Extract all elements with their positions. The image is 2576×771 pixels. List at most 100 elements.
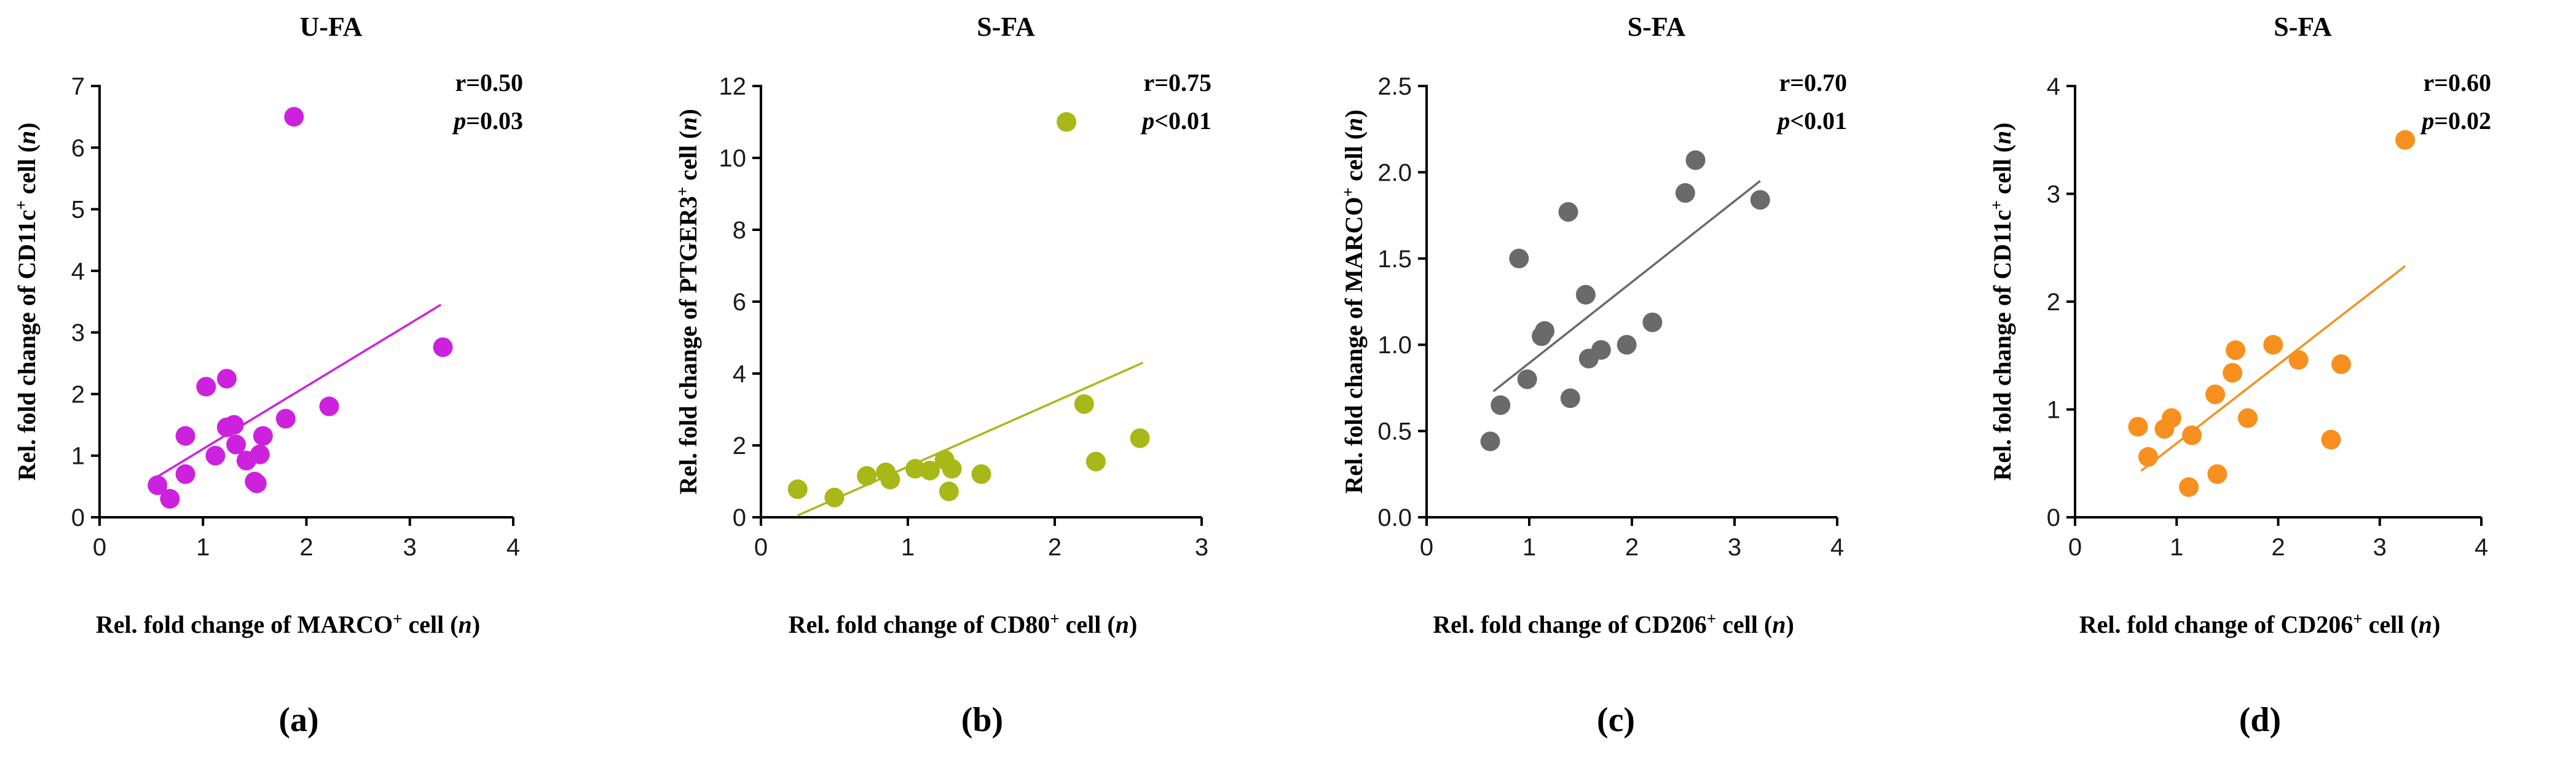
x-axis-label: Rel. fold change of CD80+ cell (n) <box>789 609 1138 638</box>
x-tick-label: 3 <box>1195 534 1208 561</box>
trend-line <box>156 303 442 479</box>
data-point <box>1560 388 1580 409</box>
data-point <box>2207 464 2227 484</box>
data-point <box>2263 335 2283 355</box>
data-point <box>1480 431 1500 452</box>
data-point <box>250 444 270 464</box>
data-point <box>905 459 925 479</box>
data-point <box>284 107 304 127</box>
data-point <box>2288 350 2309 370</box>
data-point <box>1535 321 1555 341</box>
x-axis-label: Rel. fold change of CD206+ cell (n) <box>2079 609 2441 638</box>
trend-line <box>2140 265 2406 472</box>
y-tick-label: 3 <box>2047 181 2060 208</box>
x-tick-label: 1 <box>901 534 915 561</box>
data-point <box>148 475 168 495</box>
data-point <box>433 337 453 358</box>
y-tick-label: 0 <box>733 504 746 531</box>
data-point <box>1074 394 1094 414</box>
x-tick-label: 2 <box>299 534 313 561</box>
data-point <box>196 377 216 397</box>
y-tick-label: 2 <box>733 432 746 460</box>
data-point <box>2128 417 2148 437</box>
data-point <box>1509 248 1529 268</box>
data-point <box>971 464 991 484</box>
data-point <box>1685 150 1706 170</box>
data-point <box>2205 384 2226 404</box>
x-tick-label: 0 <box>93 534 106 561</box>
y-tick-label: 0.0 <box>1377 504 1412 531</box>
y-tick-label: 7 <box>71 73 85 100</box>
stat-r: r=0.50 <box>455 69 523 96</box>
trend-line <box>797 361 1144 517</box>
x-tick-label: 0 <box>2068 534 2082 561</box>
y-axis-label: Rel. fold change of PTGER3+ cell (n) <box>673 109 702 495</box>
data-point <box>2138 447 2158 467</box>
data-point <box>1675 183 1695 203</box>
y-tick-label: 2.5 <box>1377 73 1412 100</box>
data-point <box>1575 284 1596 305</box>
data-point <box>319 396 339 417</box>
y-tick-label: 5 <box>71 197 85 224</box>
panel-c: S-FA 0.0 0.5 1.0 1.5 2.0 2.5 0 1 2 3 4 Rel. fold cha… <box>1288 0 1932 771</box>
y-axis-label: Rel. fold change of MARCO+ cell (n) <box>1339 109 1368 493</box>
y-tick-label: 4 <box>733 361 746 388</box>
data-point <box>2226 340 2246 360</box>
data-point <box>2182 425 2202 445</box>
scatter-chart-d: S-FA 0 1 2 3 4 0 1 2 3 4 Rel. fold change of CD206+… <box>1987 12 2491 638</box>
data-point <box>2161 408 2181 428</box>
data-point <box>1591 340 1611 360</box>
data-point <box>1750 190 1770 210</box>
data-point <box>1130 428 1150 448</box>
data-point <box>787 479 808 499</box>
data-point <box>1558 202 1578 222</box>
data-point <box>226 434 246 455</box>
data-point <box>1517 369 1537 389</box>
data-point <box>2331 354 2351 374</box>
y-tick-label: 1 <box>2047 397 2060 424</box>
y-tick-label: 0 <box>71 504 85 531</box>
y-tick-label: 0 <box>2047 504 2060 531</box>
x-tick-label: 1 <box>196 534 210 561</box>
x-tick-label: 2 <box>1048 534 1062 561</box>
x-axis-label: Rel. fold change of CD206+ cell (n) <box>1433 609 1794 638</box>
data-point <box>2223 362 2243 383</box>
data-point <box>857 466 877 486</box>
y-tick-label: 12 <box>719 73 747 100</box>
x-tick-label: 4 <box>506 534 520 561</box>
data-point <box>2395 130 2416 150</box>
y-tick-label: 4 <box>2047 73 2060 100</box>
x-tick-label: 3 <box>403 534 417 561</box>
chart-title: U-FA <box>300 12 363 42</box>
data-point <box>939 481 959 501</box>
caption-c: (c) <box>1596 701 1636 739</box>
y-tick-label: 6 <box>71 135 85 162</box>
data-point <box>216 369 237 389</box>
data-point <box>824 487 845 507</box>
data-point <box>2237 408 2258 428</box>
chart-title: S-FA <box>1628 12 1686 42</box>
x-tick-label: 3 <box>1728 534 1741 561</box>
panel-b: S-FA 0 2 4 6 8 10 12 0 1 2 3 Rel. fold change of CD8… <box>644 0 1288 771</box>
y-tick-label: 6 <box>733 289 746 316</box>
data-point <box>2179 477 2199 497</box>
data-point <box>1642 312 1663 332</box>
y-tick-label: 2 <box>71 381 85 408</box>
chart-title: S-FA <box>977 12 1035 42</box>
data-point <box>880 469 900 490</box>
y-tick-label: 2 <box>2047 289 2060 316</box>
data-point <box>160 488 180 509</box>
data-point <box>275 409 296 429</box>
data-point <box>253 426 273 446</box>
data-point <box>1085 452 1106 472</box>
caption-a: (a) <box>278 701 319 739</box>
data-point <box>1617 335 1637 355</box>
x-tick-label: 3 <box>2373 534 2387 561</box>
stat-p: p=0.02 <box>2420 107 2491 135</box>
x-tick-label: 0 <box>754 534 768 561</box>
x-tick-label: 0 <box>1420 534 1433 561</box>
data-point <box>920 460 940 480</box>
caption-b: (b) <box>961 701 1004 739</box>
